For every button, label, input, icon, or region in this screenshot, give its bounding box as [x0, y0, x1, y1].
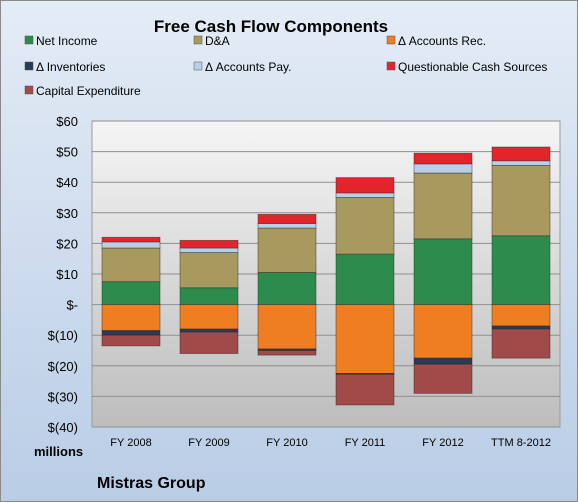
bar-stack [335, 177, 395, 406]
y-tick-label: $(20) [48, 359, 78, 374]
y-tick-label: $60 [56, 114, 78, 129]
legend-label: D&A [205, 34, 230, 48]
legend-swatch [24, 85, 34, 95]
bar-stack [101, 236, 161, 347]
company-label: Mistras Group [97, 475, 206, 492]
bar-segment [491, 235, 551, 305]
legend: Net Income D&A Δ Accounts Rec. Δ Inventorie… [24, 34, 547, 98]
bar-stack [179, 239, 239, 354]
bar-segment [179, 304, 239, 330]
bar-segment [179, 287, 239, 305]
y-tick-label: $(10) [48, 328, 78, 343]
legend-label: Capital Expenditure [36, 84, 141, 98]
bar-segment [413, 363, 473, 394]
legend-item: Net Income [24, 34, 98, 48]
bar-segment [257, 304, 317, 350]
legend-swatch [386, 35, 396, 45]
bar-segment [101, 304, 161, 332]
bar-stack [491, 146, 551, 359]
x-tick-label: FY 2008 [110, 437, 151, 449]
y-tick-label: $10 [56, 267, 78, 282]
legend-item: Δ Inventories [24, 60, 105, 74]
legend-item: Δ Accounts Rec. [386, 34, 486, 48]
bar-segment [179, 239, 239, 249]
bar-segment [101, 241, 161, 249]
chart-title: Free Cash Flow Components [154, 17, 388, 36]
bar-segment [335, 192, 395, 198]
bar-segment [335, 177, 395, 194]
y-tick-label: $20 [56, 236, 78, 251]
y-tick-label: $(30) [48, 389, 78, 404]
legend-swatch [24, 35, 34, 45]
x-tick-label: FY 2011 [345, 437, 386, 449]
x-axis: FY 2008 FY 2009 FY 2010 FY 2011 FY 2012 TTM 8… [110, 437, 551, 449]
bar-stack [257, 213, 317, 356]
legend-label: Questionable Cash Sources [398, 60, 547, 74]
bar-segment [179, 247, 239, 253]
bar-segment [257, 272, 317, 306]
bar-segment [257, 213, 317, 224]
bar-segment [413, 357, 473, 365]
legend-label: Δ Inventories [36, 60, 105, 74]
bar-segment [335, 304, 395, 374]
bar-segment [257, 223, 317, 229]
y-axis: $60 $50 $40 $30 $20 $10 $- $(10) $(20) $(30) $(40) [48, 114, 78, 435]
legend-item: Capital Expenditure [24, 84, 141, 98]
bar-segment [101, 330, 161, 336]
legend-swatch [24, 61, 34, 71]
bar-segment [257, 350, 317, 356]
bars [101, 146, 551, 406]
x-tick-label: FY 2009 [188, 437, 229, 449]
bar-segment [335, 197, 395, 255]
bar-segment [179, 331, 239, 354]
bar-segment [413, 172, 473, 240]
y-tick-label: $- [66, 298, 78, 313]
bar-segment [101, 247, 161, 283]
bar-segment [179, 252, 239, 289]
bar-segment [413, 152, 473, 165]
bar-stack [413, 152, 473, 394]
gridlines [92, 120, 560, 428]
bar-segment [335, 253, 395, 306]
bar-segment [257, 227, 317, 273]
bar-segment [413, 238, 473, 305]
legend-swatch [193, 61, 203, 71]
x-tick-label: TTM 8-2012 [491, 437, 551, 449]
unit-label: millions [34, 444, 83, 459]
x-tick-label: FY 2010 [266, 437, 307, 449]
y-tick-label: $(40) [48, 420, 78, 435]
bar-segment [101, 236, 161, 243]
legend-label: Net Income [36, 34, 98, 48]
legend-swatch [193, 35, 203, 45]
bar-segment [335, 373, 395, 406]
bar-segment [179, 328, 239, 333]
y-tick-label: $50 [56, 145, 78, 160]
bar-segment [413, 163, 473, 174]
legend-item: D&A [193, 34, 230, 48]
bar-segment [491, 304, 551, 327]
y-tick-label: $30 [56, 206, 78, 221]
bar-segment [413, 304, 473, 359]
legend-item: Questionable Cash Sources [386, 60, 547, 74]
legend-swatch [386, 61, 396, 71]
bar-segment [491, 160, 551, 166]
bar-segment [491, 328, 551, 359]
y-tick-label: $40 [56, 175, 78, 190]
bar-segment [101, 281, 161, 305]
x-tick-label: FY 2012 [422, 437, 463, 449]
legend-label: Δ Accounts Pay. [205, 60, 292, 74]
legend-label: Δ Accounts Rec. [398, 34, 486, 48]
bar-segment [491, 325, 551, 330]
bar-segment [491, 146, 551, 162]
bar-segment [101, 334, 161, 347]
bar-segment [491, 164, 551, 237]
legend-item: Δ Accounts Pay. [193, 60, 292, 74]
